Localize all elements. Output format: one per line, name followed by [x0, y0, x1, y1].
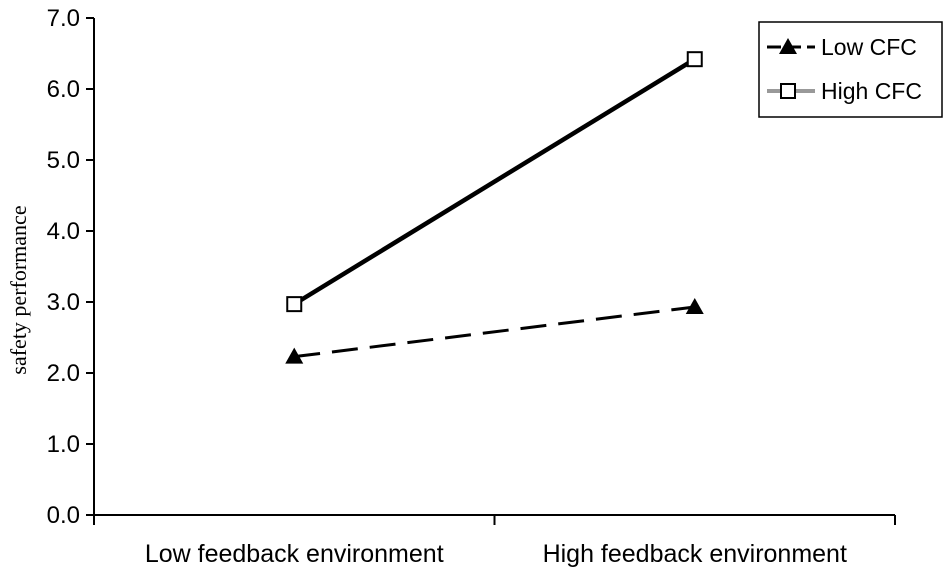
series: [286, 51, 703, 313]
y-tick-label: 0.0: [47, 502, 80, 529]
x-category-label: High feedback environment: [543, 540, 847, 568]
axes: [86, 17, 896, 525]
legend-box: [758, 21, 943, 118]
series-line: [294, 305, 695, 359]
y-tick-label: 7.0: [47, 5, 80, 32]
square-marker: [780, 83, 796, 99]
y-axis-title: safety performance: [6, 205, 31, 374]
series-layer: [285, 51, 704, 364]
series: [285, 297, 704, 364]
legend-item: Low CFC: [767, 34, 917, 60]
x-category-label: Low feedback environment: [145, 540, 444, 568]
series-line: [293, 57, 696, 307]
y-tick-label: 1.0: [47, 431, 80, 458]
legend-label: Low CFC: [821, 34, 917, 60]
triangle-marker: [685, 297, 704, 314]
legend-items: Low CFC High CFC: [767, 34, 922, 104]
square-marker: [686, 51, 703, 68]
y-tick-labels: 0.0 1.0 2.0 3.0 4.0 5.0 6.0 7.0: [47, 5, 80, 529]
y-tick-label: 4.0: [47, 218, 80, 245]
y-tick-label: 3.0: [47, 289, 80, 316]
legend: Low CFC High CFC: [758, 21, 943, 118]
legend-item: High CFC: [767, 78, 922, 104]
y-tick-label: 2.0: [47, 360, 80, 387]
y-tick-label: 5.0: [47, 147, 80, 174]
legend-label: High CFC: [821, 78, 922, 104]
triangle-marker: [285, 347, 304, 364]
y-tick-label: 6.0: [47, 76, 80, 103]
square-marker: [286, 296, 303, 313]
triangle-marker: [779, 38, 797, 54]
x-category-labels: Low feedback environment High feedback en…: [145, 540, 847, 568]
